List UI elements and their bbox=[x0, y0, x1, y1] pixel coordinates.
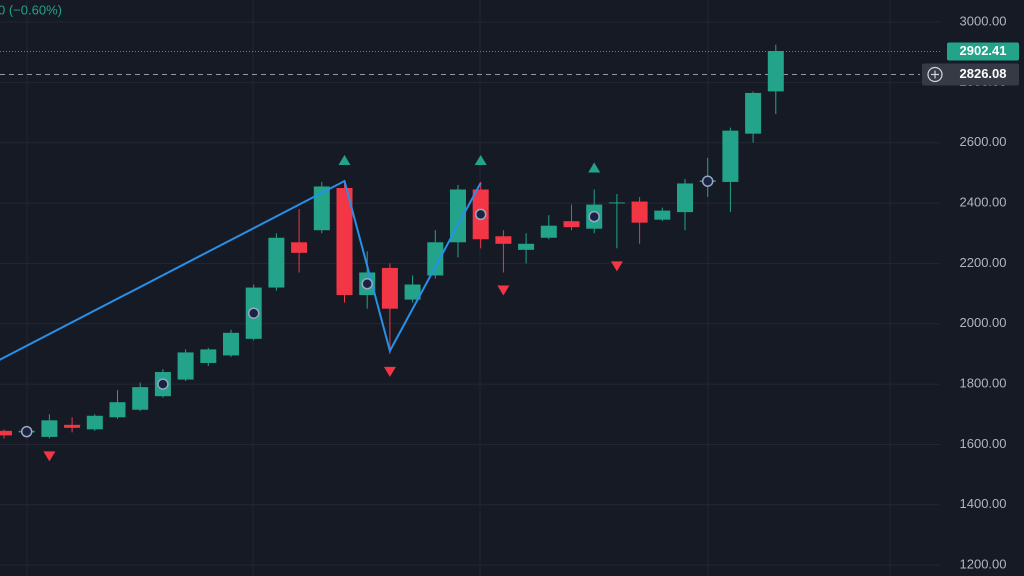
signal-down bbox=[43, 451, 56, 462]
pivot-marker bbox=[20, 425, 33, 438]
add-alert-plus bbox=[931, 70, 939, 79]
candle-body bbox=[540, 225, 557, 238]
last-price-box bbox=[947, 42, 1019, 61]
candle-body bbox=[404, 284, 421, 300]
candle-body bbox=[291, 242, 308, 253]
vertical-grid bbox=[26, 0, 891, 576]
y-tick-label: 1200.00 bbox=[960, 557, 1007, 572]
candle-body bbox=[677, 183, 693, 213]
candle-body bbox=[427, 242, 444, 276]
y-tick-label: 1400.00 bbox=[960, 496, 1007, 511]
signal-down bbox=[497, 285, 510, 296]
pivot-marker bbox=[361, 278, 373, 290]
signal-up bbox=[338, 154, 351, 165]
signal-up bbox=[588, 162, 601, 173]
y-tick-label: 1600.00 bbox=[960, 436, 1007, 451]
y-tick-label: 2400.00 bbox=[960, 195, 1007, 210]
candle-body bbox=[313, 186, 330, 231]
pivot-marker bbox=[701, 175, 714, 187]
y-tick-label: 3000.00 bbox=[960, 13, 1007, 28]
candle-body bbox=[132, 387, 149, 410]
pivot-marker bbox=[157, 378, 169, 390]
candle-body bbox=[381, 267, 398, 309]
cursor-price-label: 2826.08 bbox=[960, 66, 1007, 81]
cursor-price-box bbox=[922, 63, 1019, 86]
candle-body bbox=[745, 92, 762, 134]
candle-body bbox=[0, 430, 12, 436]
candle-body bbox=[495, 236, 512, 244]
last-price-label: 2902.41 bbox=[960, 43, 1007, 58]
y-tick-label: 2600.00 bbox=[960, 134, 1007, 149]
candle-body bbox=[563, 221, 580, 228]
add-alert-icon bbox=[927, 66, 943, 83]
pivot-marker bbox=[247, 307, 260, 319]
candle-body bbox=[109, 402, 126, 418]
candle-body bbox=[722, 130, 739, 182]
y-tick-label: 1800.00 bbox=[960, 376, 1007, 391]
pivot-marker bbox=[474, 208, 487, 221]
signal-up bbox=[474, 154, 487, 165]
candle-body bbox=[200, 349, 217, 363]
candle-body bbox=[336, 187, 353, 296]
signal-down bbox=[610, 261, 623, 272]
candle-body bbox=[631, 201, 648, 223]
candle-body bbox=[767, 50, 784, 92]
candle-body bbox=[41, 420, 58, 437]
candle-body bbox=[177, 352, 194, 380]
header-change: 0 (−0.60%) bbox=[0, 2, 62, 17]
zigzag-line bbox=[0, 179, 482, 361]
candle-body bbox=[518, 243, 535, 250]
candle-body bbox=[268, 237, 285, 288]
signal-down bbox=[383, 366, 396, 377]
candle-body bbox=[450, 189, 466, 243]
candle-body bbox=[64, 424, 81, 428]
pivot-marker bbox=[588, 210, 600, 223]
candle-body bbox=[608, 202, 625, 204]
candle-body bbox=[654, 210, 671, 220]
candle-body bbox=[223, 332, 239, 356]
y-tick-label: 2000.00 bbox=[960, 315, 1007, 330]
y-tick-label: 2200.00 bbox=[960, 255, 1007, 270]
candle-body bbox=[86, 415, 103, 430]
